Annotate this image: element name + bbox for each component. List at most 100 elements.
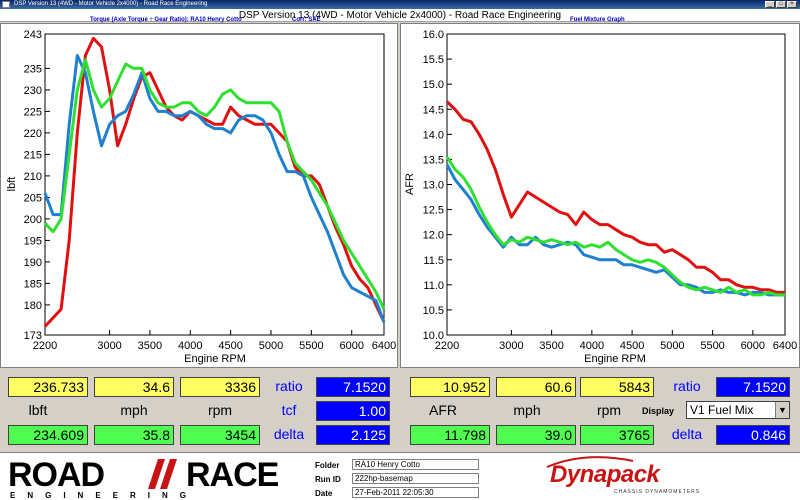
window-title: DSP Version 13 (4WD - Motor Vehicle 2x40… [14,1,208,7]
window-titlebar: DSP Version 13 (4WD - Motor Vehicle 2x40… [0,0,800,9]
folder-value: RA10 Henry Cotto [352,459,479,470]
y-tick-label: 14.0 [423,129,444,141]
series-line-1 [43,54,386,323]
y-tick-label: 14.5 [423,104,444,116]
plot-frame [44,33,385,336]
x-tick-label: 4500 [218,340,242,352]
delta2-value: 0.846 [716,425,790,445]
afr-graph: AFR Engine RPM 16.0 15.5 15.0 14.5 14.0 13.5 1… [404,29,797,365]
y-tick-label: 200 [24,214,42,226]
x-tick-label: 3000 [97,340,121,352]
y-tick-label: 16.0 [423,29,444,41]
afr-label: AFR [429,402,457,418]
lbft-value-bottom: 234.609 [8,425,88,445]
y-tick-label: 215 [24,149,42,161]
x-tick-label: 2200 [33,340,57,352]
y-tick-label: 13.0 [423,180,444,192]
runid-label: Run ID [315,475,341,484]
fuel-graph-header: Fuel Mixture Graph [570,17,625,23]
torque-graph-panel[interactable]: lbft Engine RPM 243 235 230 225 220 215 210 205… [0,23,398,368]
lbft-label: lbft [28,402,48,418]
display-select[interactable]: V1 Fuel Mix ▼ [686,401,790,419]
torque-graph: lbft Engine RPM 243 235 230 225 220 215 210 205… [6,29,396,365]
minimize-button[interactable]: _ [765,1,775,8]
y-tick-label: 225 [24,106,42,118]
x-tick-label: 3500 [539,340,563,352]
y-tick-label: 243 [24,29,42,41]
series-line-0 [445,100,785,294]
y-tick-label: 15.0 [423,79,444,91]
torque-ylabel: lbft [6,177,18,192]
y-tick-label: 190 [24,257,42,269]
mph-value-top: 34.6 [94,377,174,397]
delta-label: delta [273,426,305,442]
x-tick-label: 6000 [741,340,765,352]
series-line-2 [43,58,386,310]
rpm-label: rpm [207,402,233,418]
y-tick-label: 12.5 [423,205,444,217]
torque-xlabel: Engine RPM [184,353,246,365]
footer: ROAD RACE ENGINEERING Folder RA10 Henry … [0,452,800,500]
road-race-logo: ROAD RACE [8,458,279,492]
mph2-value-bottom: 39.0 [496,425,576,445]
rpm2-value-bottom: 3765 [580,425,654,445]
corr-label: Corr: SAE [292,17,321,23]
date-label: Date [315,489,333,498]
x-tick-label: 6000 [339,340,363,352]
mph2-label: mph [513,402,541,418]
readout-panel: 236.733 34.6 3336 lbft mph rpm 234.609 3… [0,368,800,450]
rpm-value-bottom: 3454 [180,425,260,445]
y-tick-label: 195 [24,235,42,247]
x-tick-label: 6400 [773,340,797,352]
torque-graph-header: Torque (Axle Torque ÷ Gear Ratio): RA10 … [90,17,242,23]
x-tick-label: 4000 [580,340,604,352]
y-tick-label: 173 [24,330,42,342]
close-button[interactable]: × [787,1,797,8]
x-tick-label: 5500 [700,340,724,352]
x-tick-label: 6400 [372,340,396,352]
mph2-value-top: 60.6 [496,377,576,397]
tcf-label: tcf [281,402,297,418]
y-tick-label: 230 [24,85,42,97]
rpm-value-top: 3336 [180,377,260,397]
y-tick-label: 11.5 [423,255,444,267]
ratio-label: ratio [275,378,303,394]
y-tick-label: 180 [24,300,42,312]
y-tick-label: 205 [24,192,42,204]
maximize-button[interactable]: □ [776,1,786,8]
x-tick-label: 5000 [259,340,283,352]
ratio2-value: 7.1520 [716,377,790,397]
folder-label: Folder [315,461,340,470]
afr-value-bottom: 11.798 [410,425,490,445]
afr-value-top: 10.952 [410,377,490,397]
delta-value: 2.125 [316,425,390,445]
y-tick-label: 15.5 [423,54,444,66]
logo-slash-icon [148,459,177,489]
date-value: 27-Feb-2011 22:05:30 [352,487,479,498]
series-line-2 [445,156,785,297]
y-tick-label: 185 [24,278,42,290]
y-tick-label: 10.5 [423,305,444,317]
mph-label: mph [120,402,148,418]
series-line-1 [445,163,785,297]
afr-graph-panel[interactable]: AFR Engine RPM 16.0 15.5 15.0 14.5 14.0 13.5 1… [400,23,800,368]
x-tick-label: 3000 [499,340,523,352]
y-tick-label: 13.5 [423,154,444,166]
app-header: DSP Version 13 (4WD - Motor Vehicle 2x40… [0,9,800,22]
mph-value-bottom: 35.8 [94,425,174,445]
x-tick-label: 4500 [620,340,644,352]
y-tick-label: 10.0 [423,330,444,342]
series-line-0 [43,36,386,328]
display-label: Display [642,406,675,416]
chevron-down-icon[interactable]: ▼ [775,402,789,418]
y-tick-label: 12.0 [423,230,444,242]
dynapack-subtext: CHASSIS DYNAMOMETERS [614,489,701,495]
app-title: DSP Version 13 (4WD - Motor Vehicle 2x40… [238,10,562,21]
rpm2-label: rpm [596,402,622,418]
y-tick-label: 235 [24,63,42,75]
logo-subtext: ENGINEERING [10,491,199,500]
afr-ylabel: AFR [404,173,416,195]
delta2-label: delta [671,426,703,442]
app-icon [2,1,10,8]
runid-value: 222hp-basemap [352,473,479,484]
